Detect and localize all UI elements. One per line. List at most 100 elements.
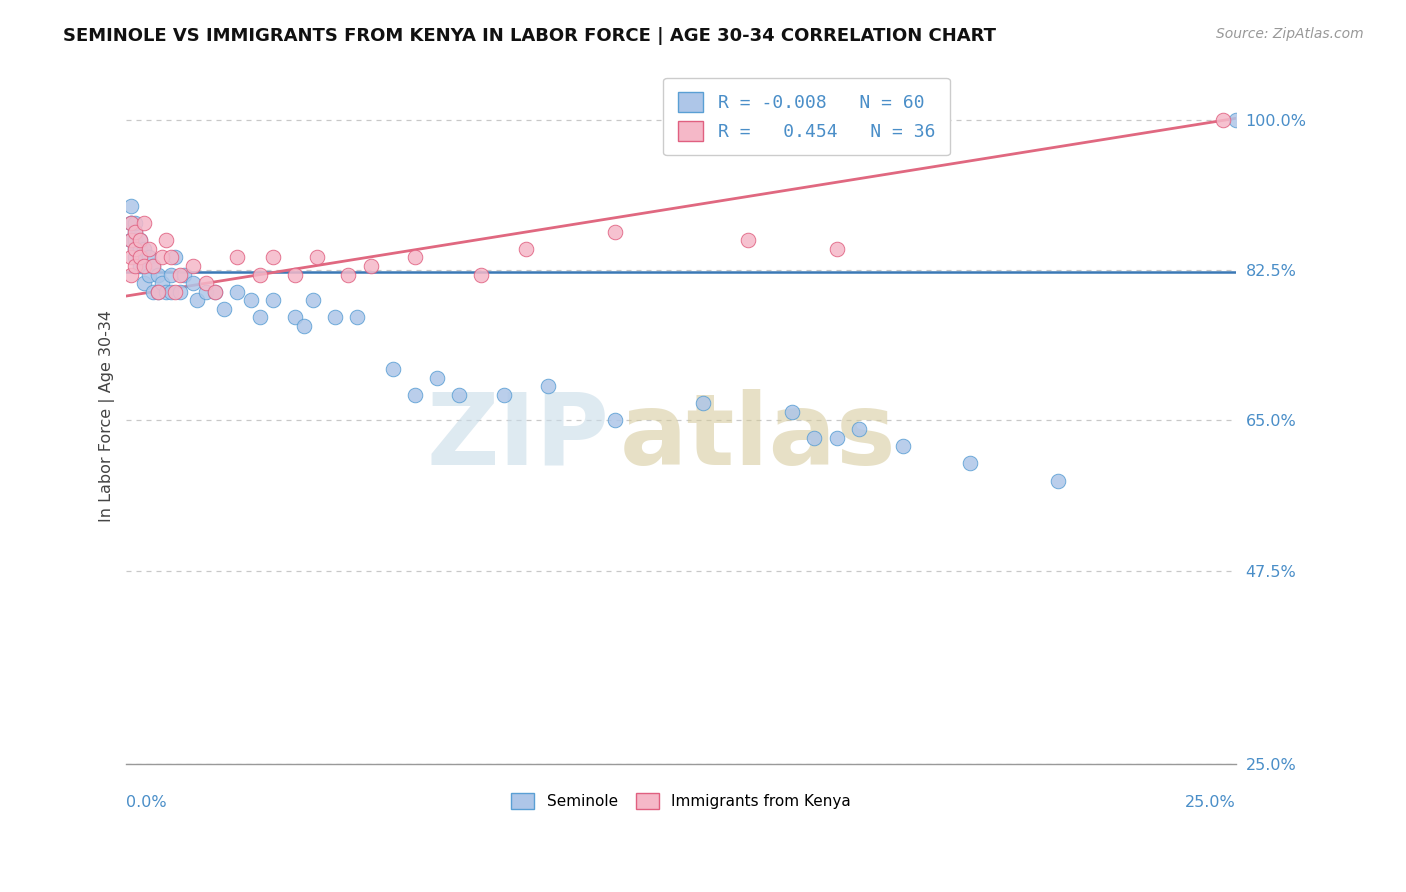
Point <box>825 242 848 256</box>
Point <box>165 285 187 299</box>
Point <box>142 259 165 273</box>
Point <box>470 268 492 282</box>
Point <box>360 259 382 273</box>
Point <box>803 431 825 445</box>
Point <box>120 216 142 230</box>
Point <box>537 379 560 393</box>
Point <box>128 259 150 273</box>
Point <box>138 268 160 282</box>
Point <box>1212 113 1234 128</box>
Point <box>120 268 142 282</box>
Point <box>169 268 191 282</box>
Point <box>124 242 146 256</box>
Point <box>737 233 759 247</box>
Point <box>120 233 142 247</box>
Point <box>150 276 173 290</box>
Point <box>124 242 146 256</box>
Point <box>780 405 803 419</box>
Point <box>128 233 150 247</box>
Point <box>128 251 150 265</box>
Point <box>284 268 307 282</box>
Point <box>226 285 249 299</box>
Point <box>262 293 284 308</box>
Point <box>302 293 325 308</box>
Point <box>160 285 183 299</box>
Point <box>186 293 208 308</box>
Point <box>515 242 537 256</box>
Point <box>160 251 183 265</box>
Point <box>346 310 368 325</box>
Point <box>160 268 183 282</box>
Point <box>181 259 204 273</box>
Point <box>692 396 714 410</box>
Text: 25.0%: 25.0% <box>1185 795 1236 810</box>
Point <box>284 310 307 325</box>
Point <box>848 422 870 436</box>
Point <box>146 268 169 282</box>
Point <box>169 285 191 299</box>
Point <box>249 310 271 325</box>
Y-axis label: In Labor Force | Age 30-34: In Labor Force | Age 30-34 <box>100 310 115 522</box>
Point <box>204 285 226 299</box>
Text: 0.0%: 0.0% <box>127 795 167 810</box>
Point <box>404 387 426 401</box>
Point <box>124 259 146 273</box>
Point <box>124 251 146 265</box>
Point <box>404 251 426 265</box>
Point <box>134 259 156 273</box>
Point <box>381 362 404 376</box>
Point <box>128 242 150 256</box>
Point <box>226 251 249 265</box>
Point <box>165 251 187 265</box>
Point <box>142 285 165 299</box>
Point <box>212 301 235 316</box>
Point <box>1225 113 1247 128</box>
Point <box>292 319 315 334</box>
Point <box>146 285 169 299</box>
Point <box>155 233 177 247</box>
Point <box>1047 474 1070 488</box>
Text: SEMINOLE VS IMMIGRANTS FROM KENYA IN LABOR FORCE | AGE 30-34 CORRELATION CHART: SEMINOLE VS IMMIGRANTS FROM KENYA IN LAB… <box>63 27 997 45</box>
Point <box>173 268 195 282</box>
Point <box>124 225 146 239</box>
Point <box>825 431 848 445</box>
Point <box>146 285 169 299</box>
Point <box>891 439 914 453</box>
Point <box>134 276 156 290</box>
Point <box>323 310 346 325</box>
Text: ZIP: ZIP <box>426 389 609 485</box>
Point <box>138 242 160 256</box>
Point <box>120 233 142 247</box>
Point <box>195 276 218 290</box>
Point <box>134 242 156 256</box>
Point <box>128 251 150 265</box>
Point <box>120 216 142 230</box>
Point <box>492 387 515 401</box>
Point <box>239 293 262 308</box>
Point <box>959 456 981 470</box>
Point <box>204 285 226 299</box>
Text: atlas: atlas <box>620 389 897 485</box>
Point <box>337 268 360 282</box>
Point <box>603 413 626 427</box>
Point <box>120 251 142 265</box>
Point <box>195 285 218 299</box>
Point <box>249 268 271 282</box>
Point <box>603 225 626 239</box>
Point <box>120 216 142 230</box>
Point <box>120 199 142 213</box>
Legend: Seminole, Immigrants from Kenya: Seminole, Immigrants from Kenya <box>505 787 858 815</box>
Point <box>124 233 146 247</box>
Text: Source: ZipAtlas.com: Source: ZipAtlas.com <box>1216 27 1364 41</box>
Point <box>262 251 284 265</box>
Point <box>134 259 156 273</box>
Point <box>138 251 160 265</box>
Point <box>150 251 173 265</box>
Point <box>155 285 177 299</box>
Point <box>426 370 449 384</box>
Point <box>449 387 471 401</box>
Point <box>307 251 329 265</box>
Point <box>181 276 204 290</box>
Point <box>134 216 156 230</box>
Point <box>120 233 142 247</box>
